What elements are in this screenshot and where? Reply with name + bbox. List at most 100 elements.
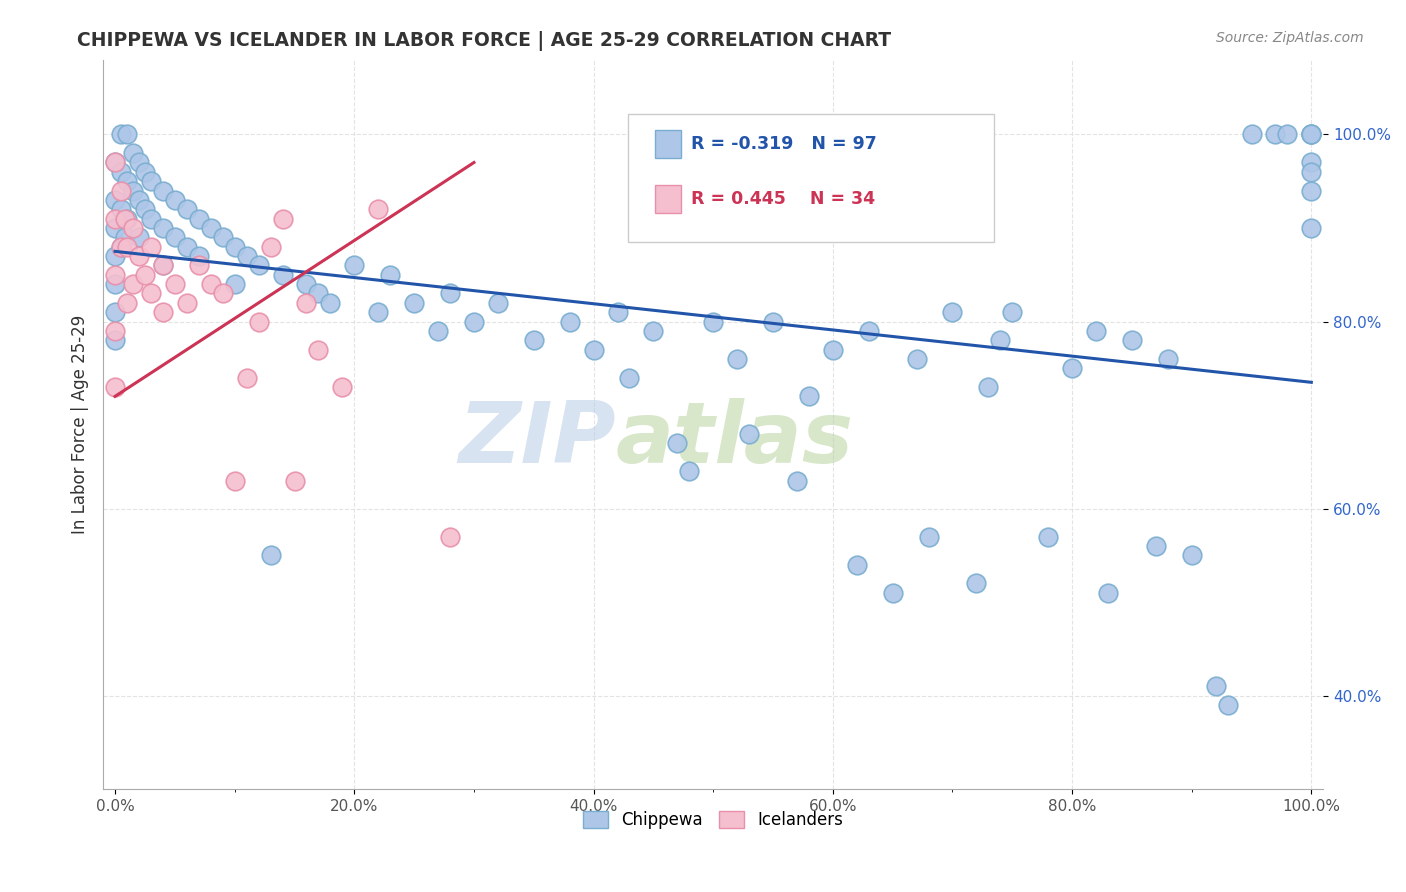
- Point: [343, 259, 366, 273]
- Point: [786, 474, 808, 488]
- Point: [439, 286, 461, 301]
- Point: [367, 305, 389, 319]
- Point: [104, 249, 127, 263]
- Point: [307, 343, 329, 357]
- Point: [858, 324, 880, 338]
- Point: [821, 343, 844, 357]
- Point: [104, 277, 127, 291]
- Point: [1060, 361, 1083, 376]
- FancyBboxPatch shape: [628, 114, 994, 242]
- Point: [762, 314, 785, 328]
- Legend: Chippewa, Icelanders: Chippewa, Icelanders: [576, 804, 851, 836]
- Point: [128, 249, 150, 263]
- Point: [1205, 679, 1227, 693]
- Point: [110, 202, 132, 217]
- Point: [666, 436, 689, 450]
- Point: [619, 370, 641, 384]
- Point: [988, 333, 1011, 347]
- Point: [104, 211, 127, 226]
- FancyBboxPatch shape: [655, 186, 682, 213]
- Point: [845, 558, 868, 572]
- Point: [115, 174, 138, 188]
- Point: [139, 174, 162, 188]
- Text: atlas: atlas: [616, 398, 853, 481]
- Point: [271, 268, 294, 282]
- Point: [152, 259, 174, 273]
- Point: [1181, 549, 1204, 563]
- Point: [797, 389, 820, 403]
- Text: Source: ZipAtlas.com: Source: ZipAtlas.com: [1216, 31, 1364, 45]
- Point: [152, 221, 174, 235]
- Point: [200, 277, 222, 291]
- Point: [104, 333, 127, 347]
- Point: [104, 268, 127, 282]
- Point: [558, 314, 581, 328]
- Point: [187, 259, 209, 273]
- Point: [1301, 221, 1323, 235]
- Point: [176, 240, 198, 254]
- Point: [271, 211, 294, 226]
- Point: [176, 202, 198, 217]
- Point: [122, 221, 145, 235]
- Point: [905, 351, 928, 366]
- Point: [283, 474, 305, 488]
- Point: [104, 221, 127, 235]
- Point: [115, 240, 138, 254]
- Point: [606, 305, 628, 319]
- Point: [1301, 128, 1323, 142]
- Point: [259, 240, 281, 254]
- Point: [1277, 128, 1299, 142]
- Point: [941, 305, 963, 319]
- Point: [128, 193, 150, 207]
- Point: [122, 277, 145, 291]
- Point: [163, 277, 186, 291]
- Point: [1240, 128, 1263, 142]
- Point: [319, 295, 342, 310]
- Point: [114, 230, 136, 244]
- Point: [1121, 333, 1143, 347]
- Point: [1264, 128, 1286, 142]
- Point: [427, 324, 450, 338]
- Point: [115, 211, 138, 226]
- Point: [187, 249, 209, 263]
- Point: [134, 165, 156, 179]
- Point: [463, 314, 485, 328]
- Point: [1301, 184, 1323, 198]
- Point: [1036, 530, 1059, 544]
- Point: [104, 324, 127, 338]
- Point: [211, 230, 233, 244]
- Point: [110, 128, 132, 142]
- Point: [110, 184, 132, 198]
- Point: [235, 370, 257, 384]
- Point: [224, 240, 246, 254]
- Point: [1301, 128, 1323, 142]
- Point: [128, 155, 150, 169]
- Point: [582, 343, 605, 357]
- Point: [163, 193, 186, 207]
- Point: [678, 464, 700, 478]
- Point: [882, 586, 904, 600]
- Point: [725, 351, 748, 366]
- Point: [1216, 698, 1239, 712]
- Point: [163, 230, 186, 244]
- Point: [917, 530, 939, 544]
- Point: [139, 240, 162, 254]
- Point: [1301, 165, 1323, 179]
- Point: [1097, 586, 1119, 600]
- Point: [247, 314, 270, 328]
- FancyBboxPatch shape: [655, 130, 682, 158]
- Point: [1144, 539, 1167, 553]
- Text: ZIP: ZIP: [458, 398, 616, 481]
- Point: [187, 211, 209, 226]
- Point: [367, 202, 389, 217]
- Point: [104, 155, 127, 169]
- Point: [1301, 128, 1323, 142]
- Point: [134, 202, 156, 217]
- Y-axis label: In Labor Force | Age 25-29: In Labor Force | Age 25-29: [72, 315, 89, 534]
- Point: [152, 305, 174, 319]
- Point: [1157, 351, 1180, 366]
- Point: [738, 426, 761, 441]
- Point: [115, 295, 138, 310]
- Point: [104, 155, 127, 169]
- Point: [404, 295, 426, 310]
